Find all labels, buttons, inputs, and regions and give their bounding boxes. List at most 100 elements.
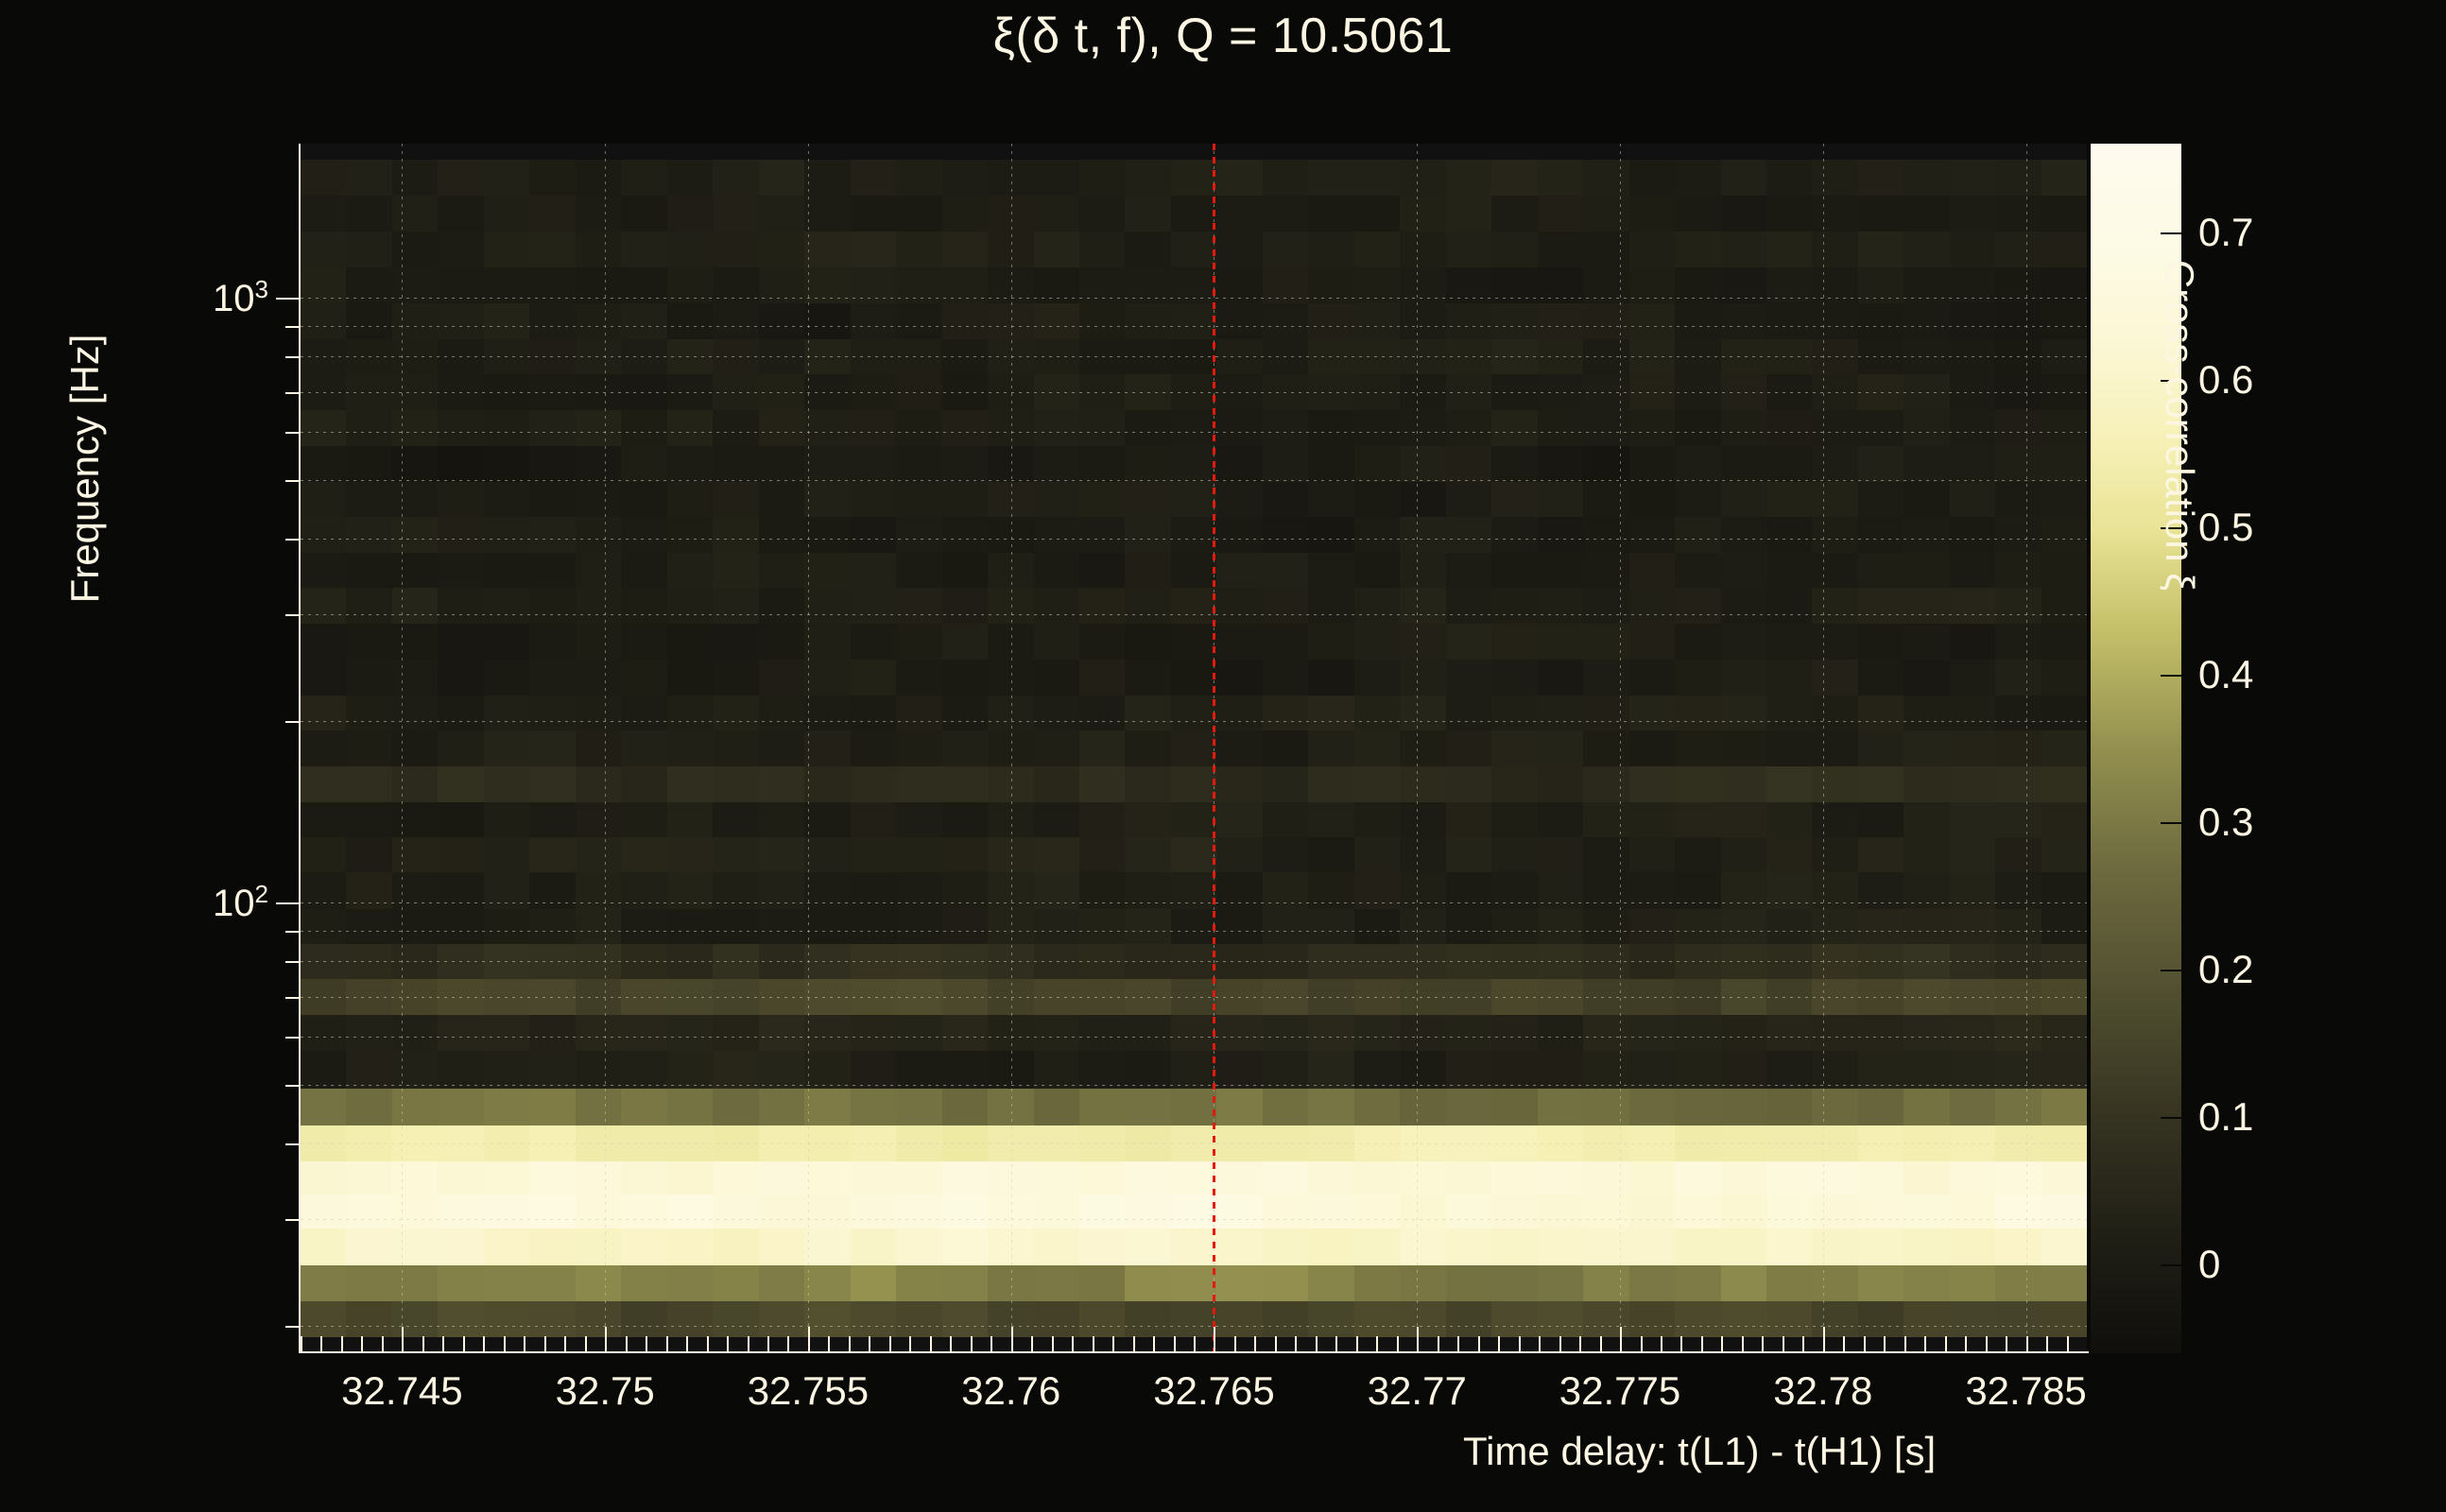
grid-line-horizontal <box>301 614 2087 616</box>
heatmap-cell <box>483 1228 530 1265</box>
heatmap-cell <box>1445 552 1492 589</box>
heatmap-cell <box>621 552 667 589</box>
heatmap-cell <box>1857 1125 1904 1161</box>
heatmap-cell <box>896 482 942 518</box>
heatmap-cell <box>621 1194 667 1229</box>
heatmap-cell <box>1537 1125 1584 1161</box>
y-axis-minor-tick <box>285 961 301 964</box>
x-axis-minor-tick <box>1721 1336 1724 1351</box>
heatmap-cell <box>438 1194 484 1229</box>
heatmap-cell <box>1125 624 1171 660</box>
heatmap-cell <box>896 1300 942 1337</box>
heatmap-plot-area[interactable] <box>301 144 2087 1353</box>
heatmap-cell <box>301 302 347 339</box>
x-axis-minor-tick <box>1396 1336 1399 1351</box>
heatmap-cell <box>621 482 667 518</box>
heatmap-cell <box>301 872 347 909</box>
grid-line-horizontal <box>301 480 2087 482</box>
x-axis-minor-tick <box>1762 1336 1765 1351</box>
heatmap-cell <box>1170 1125 1217 1161</box>
heatmap-cell <box>1537 588 1584 625</box>
heatmap-cell <box>1308 730 1354 766</box>
x-axis-minor-tick <box>1559 1336 1561 1351</box>
heatmap-cell <box>1903 446 1950 483</box>
heatmap-cell <box>804 695 851 731</box>
heatmap-cell <box>1353 482 1401 518</box>
heatmap-cell <box>1033 1051 1079 1089</box>
heatmap-cell <box>2041 1194 2087 1229</box>
heatmap-cell <box>529 482 576 518</box>
heatmap-cell <box>941 552 989 589</box>
x-axis-minor-tick <box>1254 1336 1257 1351</box>
heatmap-cell <box>483 1014 530 1052</box>
heatmap-cell <box>483 1051 530 1089</box>
heatmap-cell <box>1078 624 1126 660</box>
heatmap-cell <box>1262 1228 1309 1265</box>
heatmap-cell <box>1125 801 1171 838</box>
colorbar[interactable] <box>2091 144 2181 1353</box>
heatmap-cell <box>1216 1051 1263 1089</box>
heatmap-cell <box>1308 1264 1354 1301</box>
heatmap-cell <box>301 409 347 447</box>
heatmap-cell <box>1308 267 1354 303</box>
heatmap-cell <box>1308 1228 1354 1265</box>
heatmap-cell <box>1949 1300 1996 1337</box>
x-axis-minor-tick <box>1335 1336 1338 1351</box>
heatmap-cell <box>529 338 576 374</box>
heatmap-cell <box>1583 872 1629 909</box>
heatmap-cell <box>896 267 942 303</box>
heatmap-cell <box>758 1088 805 1125</box>
heatmap-cell <box>1216 1160 1263 1195</box>
colorbar-tick <box>2161 526 2181 529</box>
heatmap-cell <box>804 730 851 766</box>
colorbar-tick-label: 0.4 <box>2198 651 2254 696</box>
heatmap-cell <box>1812 765 1858 802</box>
heatmap-cell <box>621 302 667 339</box>
heatmap-cell <box>1720 1088 1766 1125</box>
heatmap-cell <box>988 1125 1034 1161</box>
heatmap-cell <box>1400 446 1446 483</box>
heatmap-cell <box>1308 517 1354 553</box>
x-axis-minor-tick <box>1477 1336 1480 1351</box>
heatmap-cell <box>438 1264 484 1301</box>
heatmap-cell <box>621 1160 667 1195</box>
heatmap-cell <box>1537 1300 1584 1337</box>
colorbar-tick-label: 0 <box>2198 1242 2221 1287</box>
heatmap-cell <box>1078 482 1126 518</box>
heatmap-cell <box>850 446 897 483</box>
heatmap-cell <box>1125 409 1171 447</box>
heatmap-cell <box>1583 1228 1629 1265</box>
heatmap-cell <box>1583 267 1629 303</box>
heatmap-cell <box>438 730 484 766</box>
heatmap-cell <box>1033 1088 1079 1125</box>
heatmap-cell <box>713 765 759 802</box>
heatmap-cell <box>1766 1014 1813 1052</box>
heatmap-cell <box>391 624 439 660</box>
heatmap-cell <box>1766 160 1813 197</box>
heatmap-cell <box>2041 660 2087 696</box>
heatmap-cell <box>1400 1194 1446 1229</box>
heatmap-cell <box>1766 338 1813 374</box>
heatmap-cell <box>1903 660 1950 696</box>
heatmap-cell <box>1812 588 1858 625</box>
heatmap-cell <box>1995 232 2041 268</box>
heatmap-cell <box>1583 624 1629 660</box>
x-axis-tick-label: 32.75 <box>555 1368 655 1413</box>
heatmap-cell <box>1995 801 2041 838</box>
heatmap-cell <box>483 160 530 197</box>
heatmap-cell <box>1400 765 1446 802</box>
heatmap-cell <box>1308 801 1354 838</box>
heatmap-cell <box>2041 446 2087 483</box>
heatmap-cell <box>896 232 942 268</box>
heatmap-cell <box>1583 160 1629 197</box>
colorbar-tick <box>2161 822 2181 825</box>
heatmap-cell <box>529 302 576 339</box>
heatmap-cell <box>1812 624 1858 660</box>
x-axis-minor-tick <box>1031 1336 1034 1351</box>
grid-line-vertical <box>1620 144 1622 1353</box>
heatmap-cell <box>2041 837 2087 873</box>
heatmap-cell <box>1628 765 1676 802</box>
heatmap-cell <box>1400 1014 1446 1052</box>
heatmap-cell <box>1353 160 1401 197</box>
x-axis-minor-tick <box>1539 1336 1542 1351</box>
